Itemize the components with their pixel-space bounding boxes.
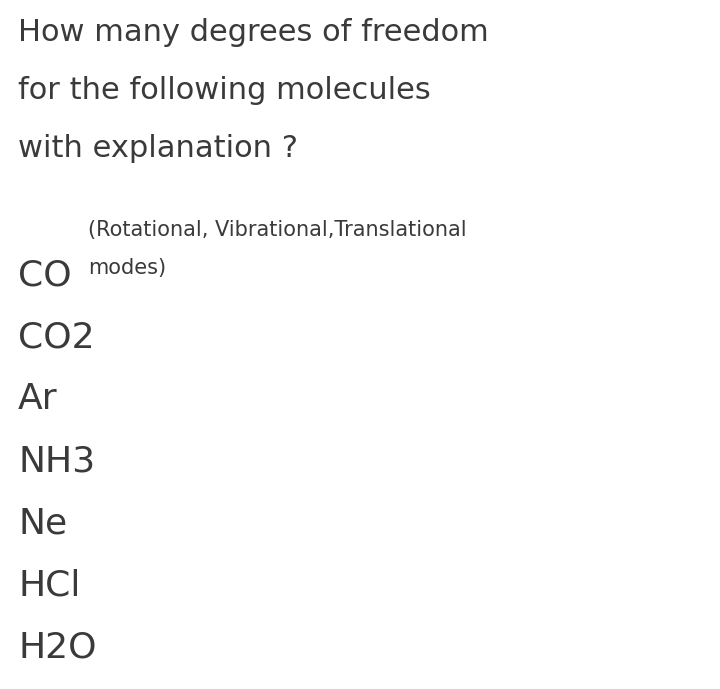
Text: Ar: Ar bbox=[18, 382, 58, 416]
Text: CO: CO bbox=[18, 258, 71, 292]
Text: NH3: NH3 bbox=[18, 444, 95, 478]
Text: Ne: Ne bbox=[18, 506, 67, 540]
Text: with explanation ?: with explanation ? bbox=[18, 134, 298, 163]
Text: for the following molecules: for the following molecules bbox=[18, 76, 431, 105]
Text: CO2: CO2 bbox=[18, 320, 94, 354]
Text: How many degrees of freedom: How many degrees of freedom bbox=[18, 18, 489, 47]
Text: HCl: HCl bbox=[18, 568, 81, 602]
Text: modes): modes) bbox=[88, 258, 166, 278]
Text: (Rotational, Vibrational,Translational: (Rotational, Vibrational,Translational bbox=[88, 220, 467, 240]
Text: H2O: H2O bbox=[18, 630, 96, 664]
